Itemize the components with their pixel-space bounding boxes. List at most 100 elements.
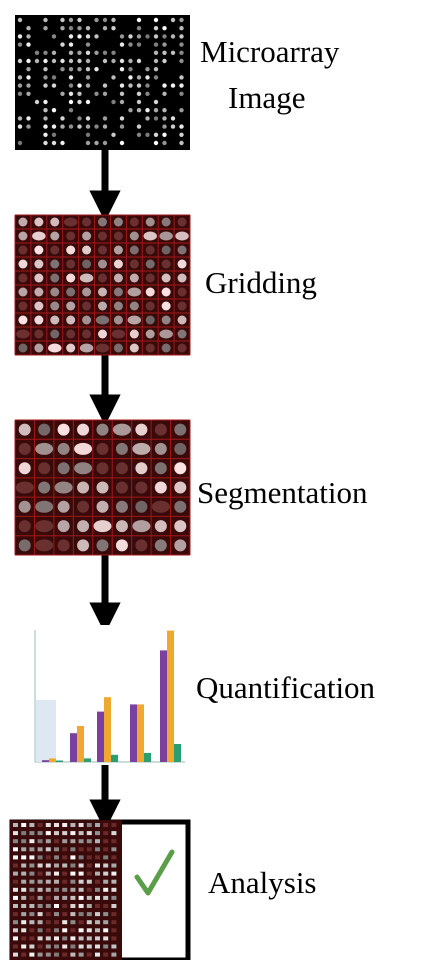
spot bbox=[62, 839, 67, 843]
spot bbox=[179, 26, 183, 30]
spot bbox=[114, 260, 123, 269]
spot bbox=[18, 34, 22, 38]
spot bbox=[103, 83, 107, 87]
spot bbox=[69, 124, 73, 128]
spot bbox=[162, 218, 171, 227]
spot bbox=[21, 912, 26, 916]
spot bbox=[87, 880, 92, 884]
spot bbox=[154, 59, 158, 63]
spot bbox=[111, 953, 116, 957]
spot bbox=[80, 344, 94, 353]
spot bbox=[34, 288, 43, 297]
spot bbox=[114, 316, 123, 325]
spot bbox=[26, 59, 30, 63]
spot bbox=[79, 839, 84, 843]
spot bbox=[66, 246, 75, 255]
spot bbox=[62, 936, 67, 940]
spot bbox=[62, 880, 67, 884]
spot bbox=[116, 520, 128, 532]
spot bbox=[62, 831, 67, 835]
spot bbox=[130, 302, 139, 311]
spot bbox=[60, 26, 64, 30]
spot bbox=[46, 904, 51, 908]
spot bbox=[38, 831, 43, 835]
spot bbox=[132, 443, 150, 455]
spot bbox=[137, 92, 141, 96]
spot bbox=[178, 260, 187, 269]
spot bbox=[54, 823, 59, 827]
spot bbox=[128, 75, 132, 79]
spot bbox=[13, 896, 18, 900]
spot bbox=[86, 116, 90, 120]
spot bbox=[16, 482, 34, 494]
spot bbox=[70, 872, 75, 876]
spot bbox=[97, 424, 109, 436]
spot bbox=[34, 330, 43, 339]
spot bbox=[38, 847, 43, 851]
spot bbox=[120, 67, 124, 71]
spot bbox=[54, 912, 59, 916]
spot bbox=[54, 847, 59, 851]
spot bbox=[98, 330, 107, 339]
spot bbox=[79, 945, 84, 949]
spot bbox=[98, 274, 107, 283]
spot bbox=[178, 288, 187, 297]
spot bbox=[145, 75, 149, 79]
spot bbox=[77, 34, 81, 38]
spot bbox=[21, 904, 26, 908]
spot bbox=[19, 443, 31, 455]
spot bbox=[66, 232, 75, 241]
spot bbox=[137, 34, 141, 38]
spot bbox=[29, 904, 34, 908]
spot bbox=[70, 864, 75, 868]
spot bbox=[62, 896, 67, 900]
spot bbox=[79, 920, 84, 924]
spot bbox=[179, 34, 183, 38]
spot bbox=[50, 232, 59, 241]
spot bbox=[162, 26, 166, 30]
spot bbox=[87, 953, 92, 957]
spot bbox=[79, 904, 84, 908]
spot bbox=[66, 274, 75, 283]
spot bbox=[66, 316, 75, 325]
spot bbox=[96, 316, 110, 325]
spot bbox=[70, 839, 75, 843]
spot bbox=[179, 124, 183, 128]
spot bbox=[18, 274, 27, 283]
spot bbox=[29, 831, 34, 835]
spot bbox=[38, 888, 43, 892]
spot bbox=[103, 904, 108, 908]
spot bbox=[62, 847, 67, 851]
spot bbox=[130, 218, 139, 227]
spot bbox=[38, 880, 43, 884]
spot bbox=[82, 330, 91, 339]
spot bbox=[34, 246, 43, 255]
spot bbox=[103, 936, 108, 940]
spot bbox=[43, 116, 47, 120]
spot bbox=[154, 141, 158, 145]
spot bbox=[52, 124, 56, 128]
spot bbox=[58, 501, 70, 513]
spot bbox=[52, 108, 56, 112]
spot bbox=[60, 18, 64, 22]
spot bbox=[21, 888, 26, 892]
spot bbox=[38, 904, 43, 908]
spot bbox=[86, 141, 90, 145]
spot bbox=[87, 945, 92, 949]
spot bbox=[179, 83, 183, 87]
spot bbox=[120, 124, 124, 128]
spot bbox=[58, 443, 70, 455]
spot bbox=[34, 302, 43, 311]
spot bbox=[74, 462, 92, 474]
spot bbox=[46, 831, 51, 835]
spot bbox=[66, 260, 75, 269]
spot bbox=[18, 18, 22, 22]
spot bbox=[21, 847, 26, 851]
spot bbox=[70, 920, 75, 924]
spot bbox=[86, 26, 90, 30]
spot bbox=[21, 839, 26, 843]
spot bbox=[29, 912, 34, 916]
spot bbox=[146, 274, 155, 283]
spot bbox=[29, 864, 34, 868]
pipeline-diagram: Microarray Image Gridding Segmentation Q… bbox=[0, 0, 435, 960]
